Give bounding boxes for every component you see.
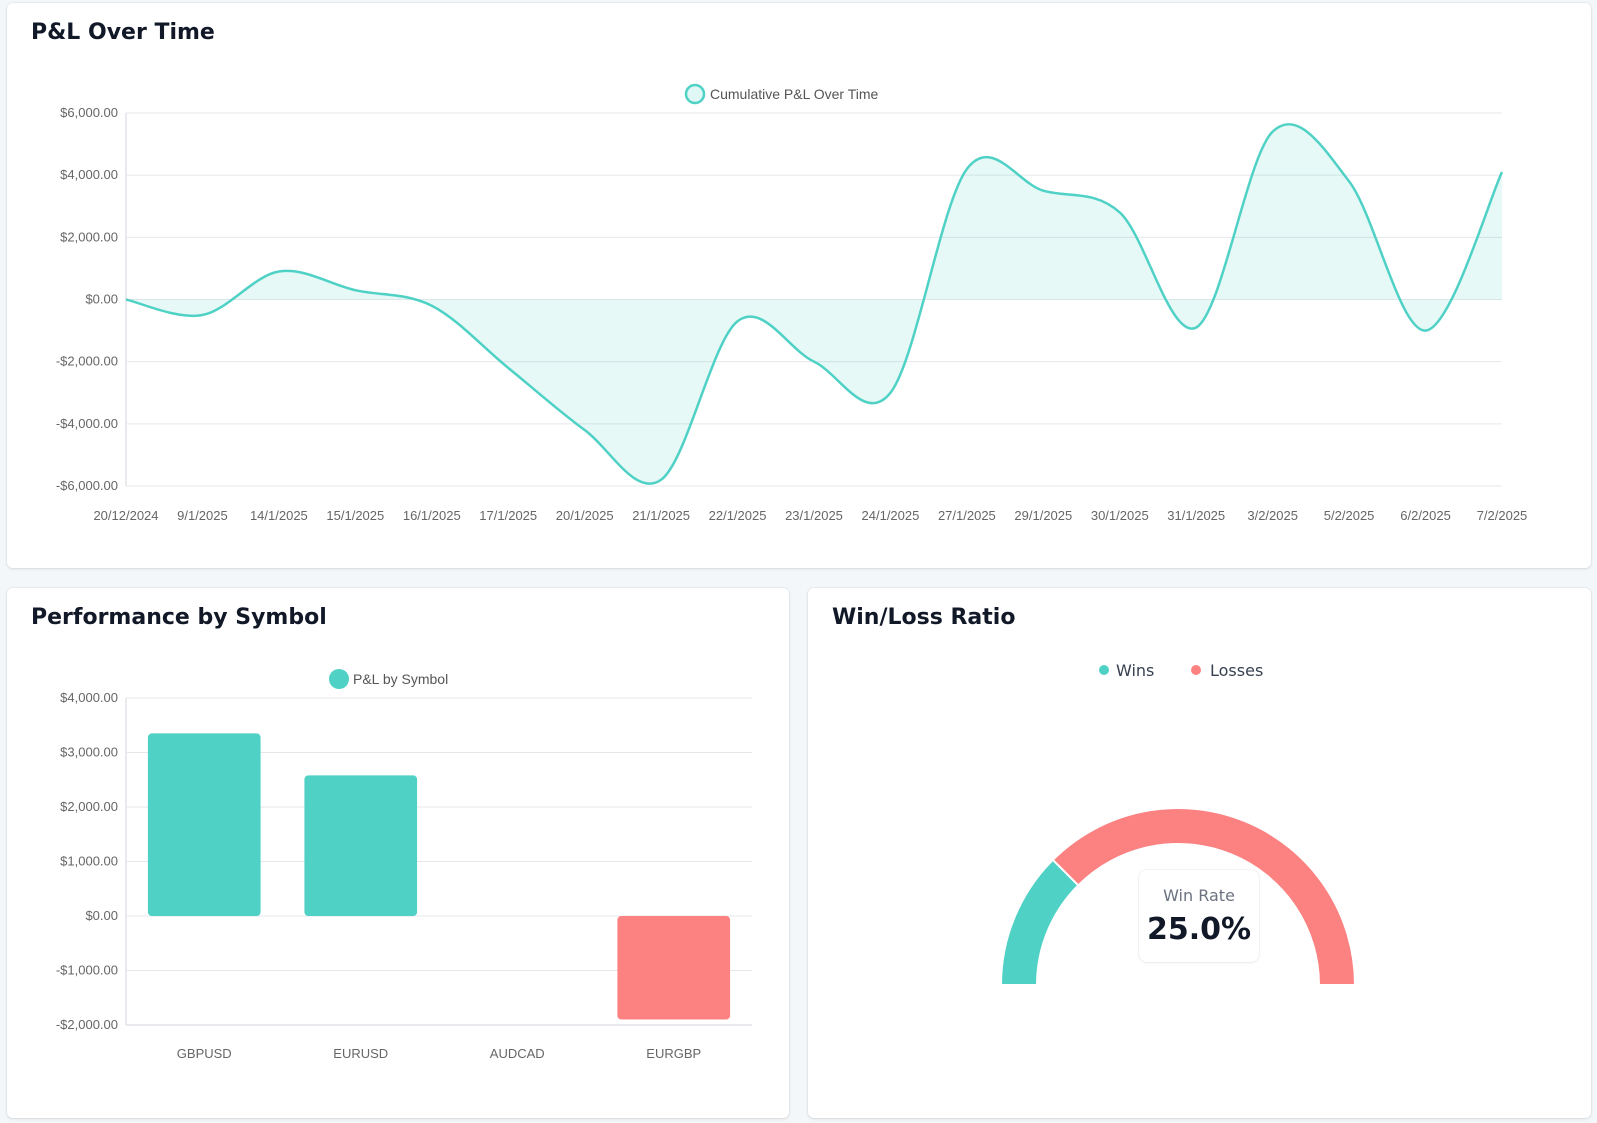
legend-item-losses[interactable]: Losses <box>1191 661 1263 680</box>
symbol-x-tick-label: GBPUSD <box>177 1046 232 1061</box>
pnl-x-tick-label: 17/1/2025 <box>479 508 537 523</box>
pnl-y-tick-label: $2,000.00 <box>60 229 118 244</box>
pnl-x-tick-label: 9/1/2025 <box>177 508 228 523</box>
pnl-data-point[interactable] <box>351 286 359 294</box>
symbol-bar-eurusd[interactable] <box>304 775 418 916</box>
pnl-x-tick-label: 24/1/2025 <box>862 508 920 523</box>
symbol-y-tick-label: $0.00 <box>85 908 118 923</box>
pnl-x-tick-label: 7/2/2025 <box>1477 508 1528 523</box>
pnl-data-point[interactable] <box>657 476 665 484</box>
pnl-data-point[interactable] <box>122 296 130 304</box>
losses-legend-dot <box>1191 665 1201 675</box>
symbol-x-tick-label: AUDCAD <box>490 1046 545 1061</box>
pnl-series-line <box>125 123 1504 485</box>
pnl-area-fill <box>126 124 1502 484</box>
pnl-x-tick-label: 20/1/2025 <box>556 508 614 523</box>
pnl-x-tick-label: 30/1/2025 <box>1091 508 1149 523</box>
pnl-data-point[interactable] <box>1116 208 1124 216</box>
pnl-data-point[interactable] <box>963 165 971 173</box>
pnl-x-tick-label: 23/1/2025 <box>785 508 843 523</box>
symbol-y-tick-label: $4,000.00 <box>60 690 118 705</box>
pnl-y-tick-label: -$6,000.00 <box>56 478 118 493</box>
symbol-card-title: Performance by Symbol <box>31 605 327 630</box>
pnl-data-point[interactable] <box>1192 323 1200 331</box>
pnl-data-point[interactable] <box>198 311 206 319</box>
pnl-x-tick-label: 14/1/2025 <box>250 508 308 523</box>
pnl-y-tick-label: $4,000.00 <box>60 167 118 182</box>
pnl-data-point[interactable] <box>581 426 589 434</box>
pnl-over-time-card: P&L Over Time $6,000.00 $4,000.00 $2,000.0… <box>7 3 1591 568</box>
symbol-x-tick-label: EURUSD <box>333 1046 388 1061</box>
pnl-data-point[interactable] <box>1422 327 1430 335</box>
pnl-y-tick-label: $0.00 <box>85 292 118 307</box>
symbol-bar-chart: $4,000.00 $3,000.00 $2,000.00 $1,000.00 $0.0… <box>56 669 752 1061</box>
symbol-bar-eurgbp[interactable] <box>617 916 731 1020</box>
pnl-legend[interactable]: Cumulative P&L Over Time <box>684 83 879 105</box>
pnl-x-tick-label: 21/1/2025 <box>632 508 690 523</box>
pnl-data-point[interactable] <box>886 389 894 397</box>
symbol-x-tick-label: EURGBP <box>646 1046 701 1061</box>
pnl-x-tick-label: 27/1/2025 <box>938 508 996 523</box>
gauge-segment-wins[interactable] <box>1000 858 1080 986</box>
pnl-x-tick-label: 29/1/2025 <box>1014 508 1072 523</box>
pnl-legend-swatch <box>684 83 706 105</box>
pnl-x-tick-label: 20/12/2024 <box>93 508 158 523</box>
win-loss-gauge-chart: Wins Losses <box>1000 661 1356 986</box>
pnl-data-point[interactable] <box>275 268 283 276</box>
pnl-x-tick-label: 6/2/2025 <box>1400 508 1451 523</box>
pnl-data-point[interactable] <box>810 358 818 366</box>
gauge-segment-losses[interactable] <box>1051 807 1356 986</box>
pnl-data-point[interactable] <box>1269 128 1277 136</box>
symbol-y-tick-label: $1,000.00 <box>60 854 118 869</box>
symbol-y-tick-label: -$1,000.00 <box>56 963 118 978</box>
winloss-legend: Wins Losses <box>1099 661 1263 680</box>
legend-item-wins[interactable]: Wins <box>1099 661 1154 680</box>
pnl-data-point[interactable] <box>428 302 436 310</box>
symbol-y-tick-label: -$2,000.00 <box>56 1017 118 1032</box>
win-rate-box: Win Rate 25.0% <box>1139 870 1259 962</box>
wins-legend-label: Wins <box>1116 661 1154 680</box>
pnl-x-tick-label: 31/1/2025 <box>1167 508 1225 523</box>
symbol-bar-gbpusd[interactable] <box>147 733 261 916</box>
pnl-x-tick-label: 22/1/2025 <box>709 508 767 523</box>
pnl-data-point[interactable] <box>1498 168 1506 176</box>
symbol-legend-swatch <box>329 669 349 689</box>
pnl-data-point[interactable] <box>1039 187 1047 195</box>
pnl-data-point[interactable] <box>504 364 512 372</box>
pnl-y-tick-label: -$2,000.00 <box>56 354 118 369</box>
pnl-x-tick-label: 5/2/2025 <box>1324 508 1375 523</box>
performance-by-symbol-card: Performance by Symbol $4,000.00 $3,000.00… <box>7 588 789 1118</box>
pnl-x-tick-label: 16/1/2025 <box>403 508 461 523</box>
symbol-y-tick-label: $2,000.00 <box>60 799 118 814</box>
win-loss-ratio-card: Win/Loss Ratio Wins Losses Win Rate 25.0… <box>808 588 1591 1118</box>
pnl-x-tick-label: 3/2/2025 <box>1247 508 1298 523</box>
win-rate-value: 25.0% <box>1146 912 1252 947</box>
pnl-legend-label: Cumulative P&L Over Time <box>710 86 879 102</box>
pnl-y-tick-label: $6,000.00 <box>60 105 118 120</box>
winloss-card-title: Win/Loss Ratio <box>832 605 1016 630</box>
pnl-line-chart: $6,000.00 $4,000.00 $2,000.00 $0.00 -$2,000.… <box>56 83 1528 523</box>
pnl-y-tick-label: -$4,000.00 <box>56 416 118 431</box>
symbol-y-tick-label: $3,000.00 <box>60 745 118 760</box>
win-rate-label: Win Rate <box>1163 886 1235 905</box>
losses-legend-label: Losses <box>1210 661 1263 680</box>
pnl-card-title: P&L Over Time <box>31 20 215 45</box>
winloss-gauge <box>1000 807 1356 986</box>
pnl-x-tick-label: 15/1/2025 <box>326 508 384 523</box>
symbol-legend-label: P&L by Symbol <box>353 671 448 687</box>
wins-legend-dot <box>1099 665 1109 675</box>
symbol-legend[interactable]: P&L by Symbol <box>329 669 448 689</box>
pnl-data-point[interactable] <box>734 317 742 325</box>
pnl-data-point[interactable] <box>1345 177 1353 185</box>
